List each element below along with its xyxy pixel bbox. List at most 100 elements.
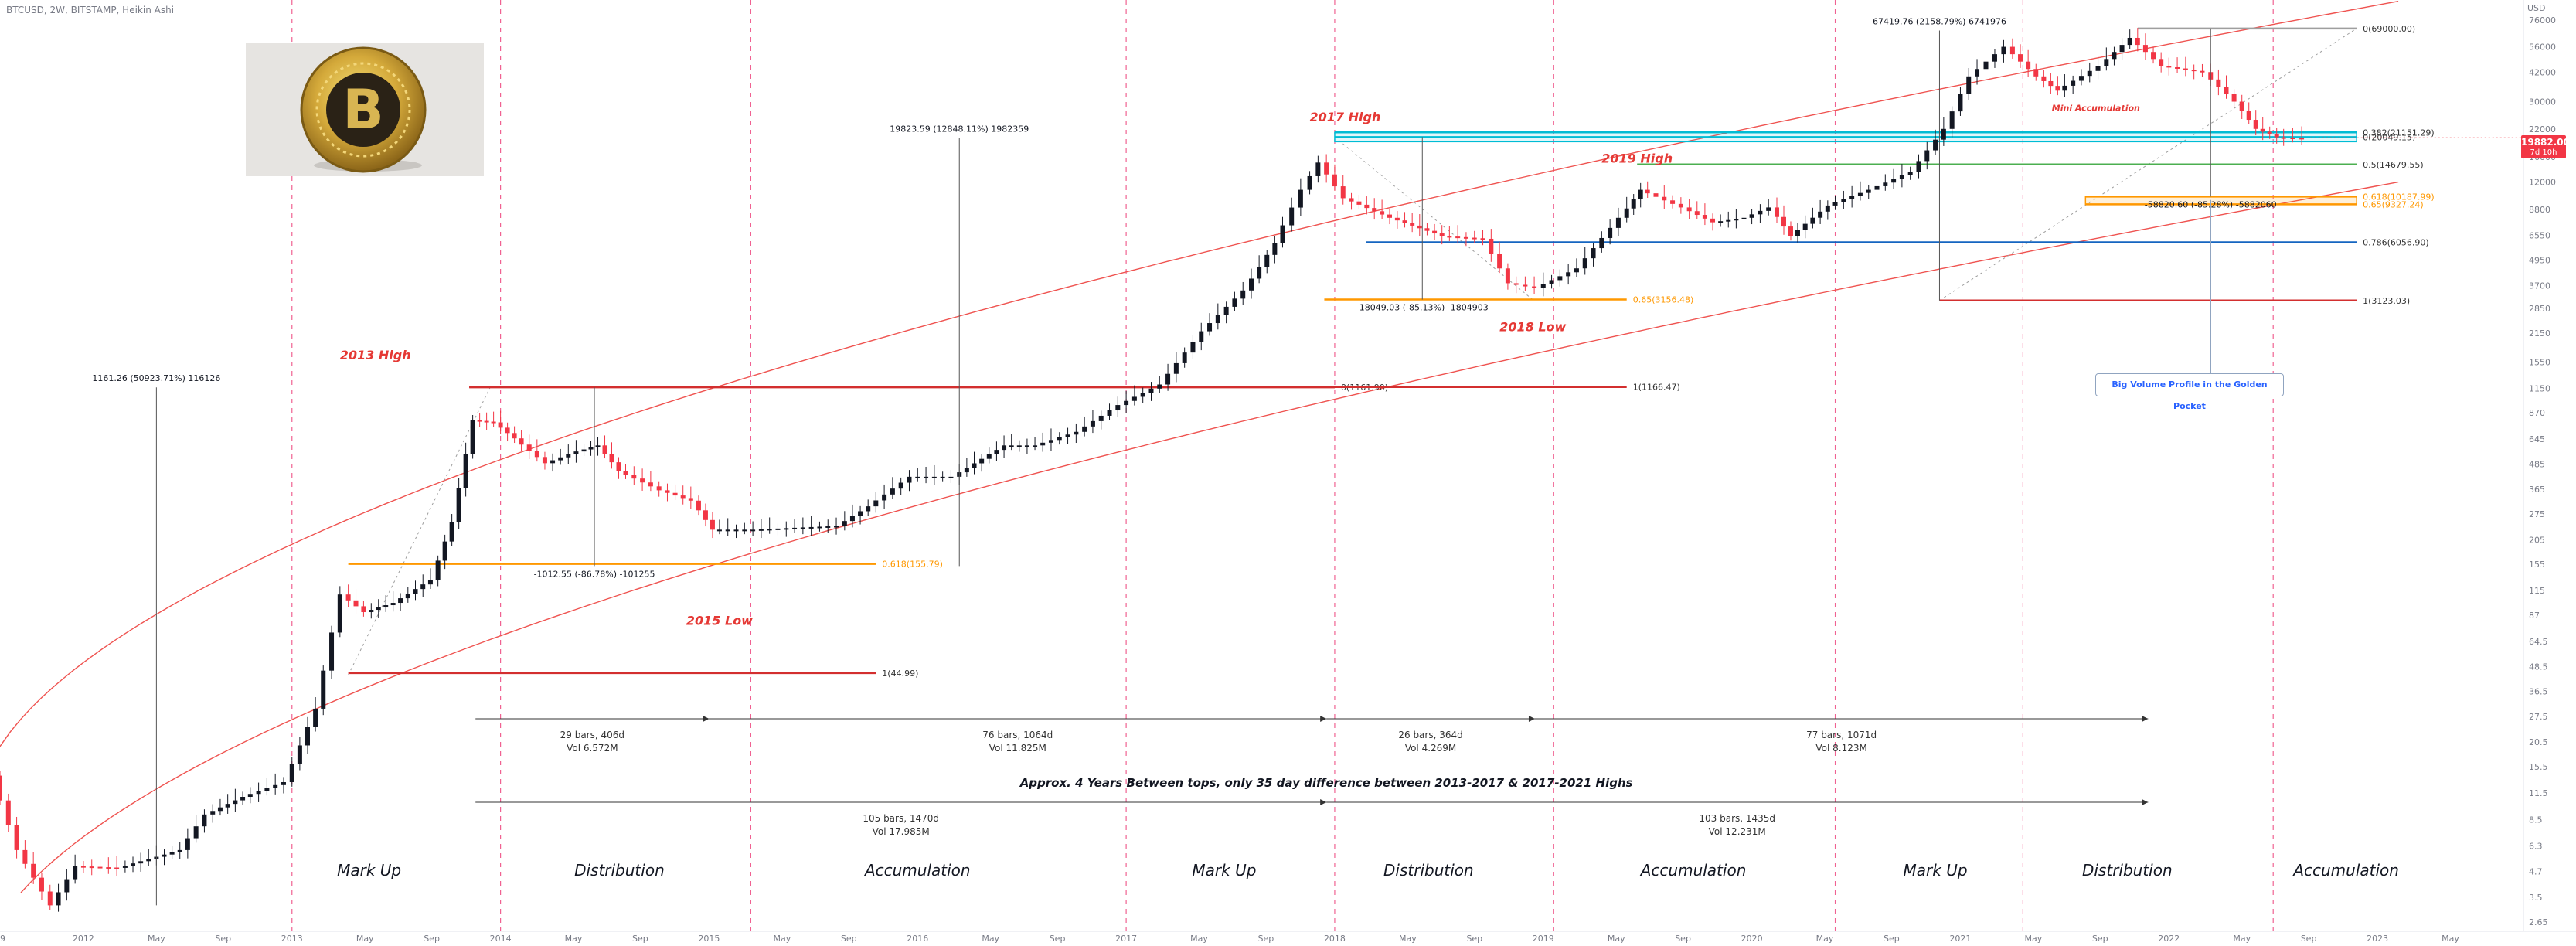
candle-body — [1199, 331, 1204, 342]
candle-body — [1513, 283, 1519, 285]
x-tick-label: May — [774, 934, 791, 944]
candle-body — [484, 420, 489, 423]
candle-body — [1439, 233, 1445, 236]
candle-body — [1916, 161, 1921, 172]
candle-body — [2299, 138, 2305, 140]
candle-body — [2018, 54, 2023, 62]
candle-body — [114, 867, 120, 869]
candle-body — [1505, 268, 1510, 284]
candle-body — [994, 450, 999, 454]
candle-body — [1372, 208, 1377, 212]
candle-body — [1653, 193, 1659, 197]
fib-level-label: 1(3123.03) — [2363, 296, 2410, 306]
x-tick-label: May — [2233, 934, 2251, 944]
candle-body — [1463, 236, 1468, 239]
candle-body — [1802, 223, 1808, 230]
candle-body — [256, 791, 261, 795]
candle-body — [2200, 70, 2205, 73]
candle-body — [247, 794, 253, 798]
candle-body — [376, 607, 381, 611]
candle-body — [550, 460, 556, 464]
y-tick-label: 205 — [2529, 535, 2545, 545]
candle-body — [1480, 238, 1485, 240]
candle-body — [526, 444, 532, 451]
x-tick-label: 2015 — [698, 934, 720, 944]
candle-body — [1566, 272, 1571, 277]
candle-body — [924, 476, 929, 478]
last-price-value: 19882.00 — [2521, 137, 2571, 148]
candle-body — [609, 454, 614, 463]
candle-body — [1131, 396, 1137, 401]
candle-body — [1074, 431, 1079, 435]
candle-body — [202, 814, 207, 827]
y-tick-label: 2150 — [2529, 328, 2550, 339]
fib-level-label: 0.618(10187.99) — [2363, 192, 2435, 202]
candle-body — [1966, 76, 1972, 94]
candle-body — [1424, 228, 1430, 231]
candle-body — [2191, 70, 2197, 72]
y-tick-label: 8800 — [2529, 205, 2550, 215]
candle-body — [1857, 192, 1863, 196]
candle-body — [1298, 189, 1303, 208]
phase-label: Accumulation — [2292, 861, 2399, 880]
volume-profile-callout: Big Volume Profile in the Golden Pocket — [2095, 373, 2284, 411]
axis-currency-label: USD — [2527, 3, 2546, 13]
candle-body — [972, 463, 977, 468]
candle-body — [1582, 258, 1587, 269]
candle-body — [964, 468, 969, 473]
candle-body — [1065, 434, 1070, 437]
y-tick-label: 11.5 — [2529, 788, 2548, 798]
candle-body — [931, 476, 937, 478]
candle-body — [648, 482, 653, 487]
candle-body — [2071, 80, 2076, 86]
candle-body — [273, 784, 278, 788]
phase-label: Mark Up — [337, 861, 401, 880]
candle-body — [703, 510, 708, 520]
candle-body — [289, 764, 294, 783]
candle-body — [1232, 298, 1237, 307]
candle-body — [1734, 219, 1739, 221]
candle-body — [1165, 373, 1171, 385]
measure-label: -1012.55 (-86.78%) -101255 — [534, 569, 655, 579]
candle-body — [2175, 66, 2180, 69]
y-tick-label: 2850 — [2529, 304, 2550, 314]
y-tick-label: 36.5 — [2529, 687, 2548, 697]
x-tick-label: 2023 — [2367, 934, 2388, 944]
y-tick-label: 22000 — [2529, 124, 2556, 134]
y-tick-label: 48.5 — [2529, 662, 2548, 672]
candle-body — [1702, 215, 1707, 219]
duration-arrow-head — [1320, 716, 1327, 722]
x-tick-label: May — [148, 934, 165, 944]
candle-body — [1182, 352, 1187, 363]
duration-arrow-head — [1320, 799, 1327, 805]
candle-body — [1016, 445, 1022, 447]
candle-body — [1173, 362, 1179, 374]
candle-body — [442, 541, 447, 561]
candle-body — [1332, 174, 1337, 187]
duration-arrow-head — [703, 716, 710, 722]
x-tick-label: Sep — [1466, 934, 1482, 944]
candle-body — [2033, 69, 2039, 77]
candle-body — [915, 476, 920, 478]
y-tick-label: 155 — [2529, 560, 2545, 570]
candle-body — [1215, 315, 1220, 324]
duration-volume-label: Vol 6.572M — [567, 743, 618, 754]
candle-body — [2001, 46, 2006, 55]
candle-body — [106, 867, 111, 869]
candle-body — [2142, 45, 2148, 53]
candle-body — [672, 492, 678, 496]
candle-body — [383, 605, 389, 608]
candle-body — [1992, 54, 1997, 62]
y-tick-label: 27.5 — [2529, 712, 2548, 722]
candle-body — [882, 494, 887, 501]
candle-body — [80, 866, 86, 868]
x-tick-label: Sep — [1884, 934, 1900, 944]
candle-body — [177, 849, 182, 852]
candle-body — [1257, 267, 1262, 279]
candle-body — [1933, 139, 1938, 151]
duration-volume-label: Vol 11.825M — [989, 743, 1046, 754]
x-tick-label: May — [1190, 934, 1208, 944]
candle-body — [1082, 426, 1087, 432]
duration-volume-label: Vol 4.269M — [1405, 743, 1456, 754]
